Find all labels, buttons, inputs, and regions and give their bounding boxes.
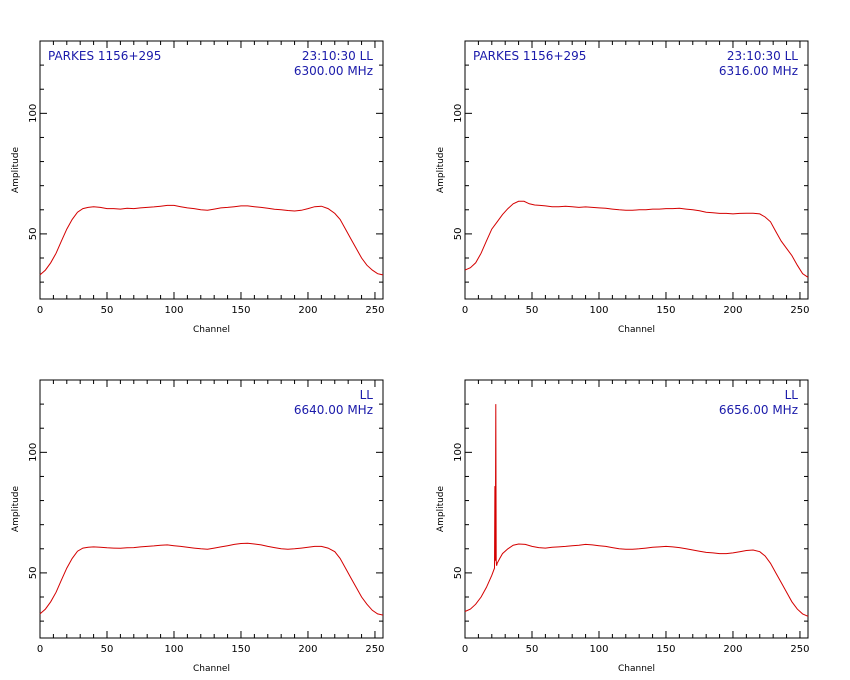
y-axis-label: Amplitude — [11, 485, 21, 532]
time-polarization-annotation: LL — [785, 388, 799, 402]
y-tick-label: 100 — [453, 443, 464, 462]
spectrum-line — [39, 204, 384, 276]
x-axis-label: Channel — [618, 664, 655, 674]
x-tick-label: 50 — [101, 305, 114, 316]
x-tick-label: 50 — [526, 305, 539, 316]
x-axis-label: Channel — [193, 664, 230, 674]
frequency-annotation: 6316.00 MHz — [719, 64, 798, 78]
frequency-annotation: 6640.00 MHz — [294, 403, 373, 417]
x-tick-label: 50 — [101, 644, 114, 655]
x-tick-label: 150 — [231, 644, 250, 655]
x-tick-label: 250 — [790, 305, 809, 316]
y-tick-label: 50 — [28, 567, 39, 580]
x-tick-label: 200 — [298, 644, 317, 655]
x-tick-label: 0 — [37, 644, 43, 655]
x-tick-label: 50 — [526, 644, 539, 655]
x-tick-label: 250 — [365, 644, 384, 655]
x-tick-label: 0 — [462, 644, 468, 655]
time-polarization-annotation: LL — [360, 388, 374, 402]
x-tick-label: 100 — [164, 644, 183, 655]
x-axis-label: Channel — [618, 325, 655, 335]
plot-frame — [464, 379, 809, 639]
x-tick-label: 200 — [298, 305, 317, 316]
x-tick-label: 200 — [723, 644, 742, 655]
source-annotation: PARKES 1156+295 — [473, 49, 586, 63]
x-tick-label: 0 — [37, 305, 43, 316]
y-tick-label: 100 — [453, 104, 464, 123]
spectrum-line — [464, 404, 809, 617]
x-tick-label: 100 — [589, 644, 608, 655]
x-axis-label: Channel — [193, 325, 230, 335]
spectrum-line — [39, 542, 384, 616]
spectrum-panel-4: 0 50 100 150 200 250 50 100 Channel Amplitude LL66… — [436, 379, 810, 674]
y-tick-label: 50 — [28, 228, 39, 241]
y-axis-label: Amplitude — [436, 485, 446, 532]
x-tick-label: 150 — [656, 644, 675, 655]
x-tick-label: 100 — [589, 305, 608, 316]
x-tick-label: 250 — [790, 644, 809, 655]
x-tick-label: 100 — [164, 305, 183, 316]
spectrum-panel-2: 0 50 100 150 200 250 50 100 Channel Amplitude PARK… — [436, 40, 810, 335]
x-tick-label: 0 — [462, 305, 468, 316]
plot-frame — [464, 40, 809, 300]
y-tick-label: 50 — [453, 228, 464, 241]
y-axis-label: Amplitude — [11, 146, 21, 193]
x-tick-label: 200 — [723, 305, 742, 316]
x-tick-label: 150 — [656, 305, 675, 316]
spectrum-panel-1: 0 50 100 150 200 250 50 100 Channel Amplitude PARK… — [11, 40, 385, 335]
y-tick-label: 100 — [28, 443, 39, 462]
spectrum-line — [464, 200, 809, 278]
x-tick-label: 150 — [231, 305, 250, 316]
source-annotation: PARKES 1156+295 — [48, 49, 161, 63]
frequency-annotation: 6300.00 MHz — [294, 64, 373, 78]
time-polarization-annotation: 23:10:30 LL — [302, 49, 373, 63]
plot-frame — [39, 379, 384, 639]
y-axis-label: Amplitude — [436, 146, 446, 193]
x-tick-label: 250 — [365, 305, 384, 316]
plot-frame — [39, 40, 384, 300]
time-polarization-annotation: 23:10:30 LL — [727, 49, 798, 63]
frequency-annotation: 6656.00 MHz — [719, 403, 798, 417]
y-tick-label: 50 — [453, 567, 464, 580]
y-tick-label: 100 — [28, 104, 39, 123]
spectrum-panel-3: 0 50 100 150 200 250 50 100 Channel Amplitude LL66… — [11, 379, 385, 674]
